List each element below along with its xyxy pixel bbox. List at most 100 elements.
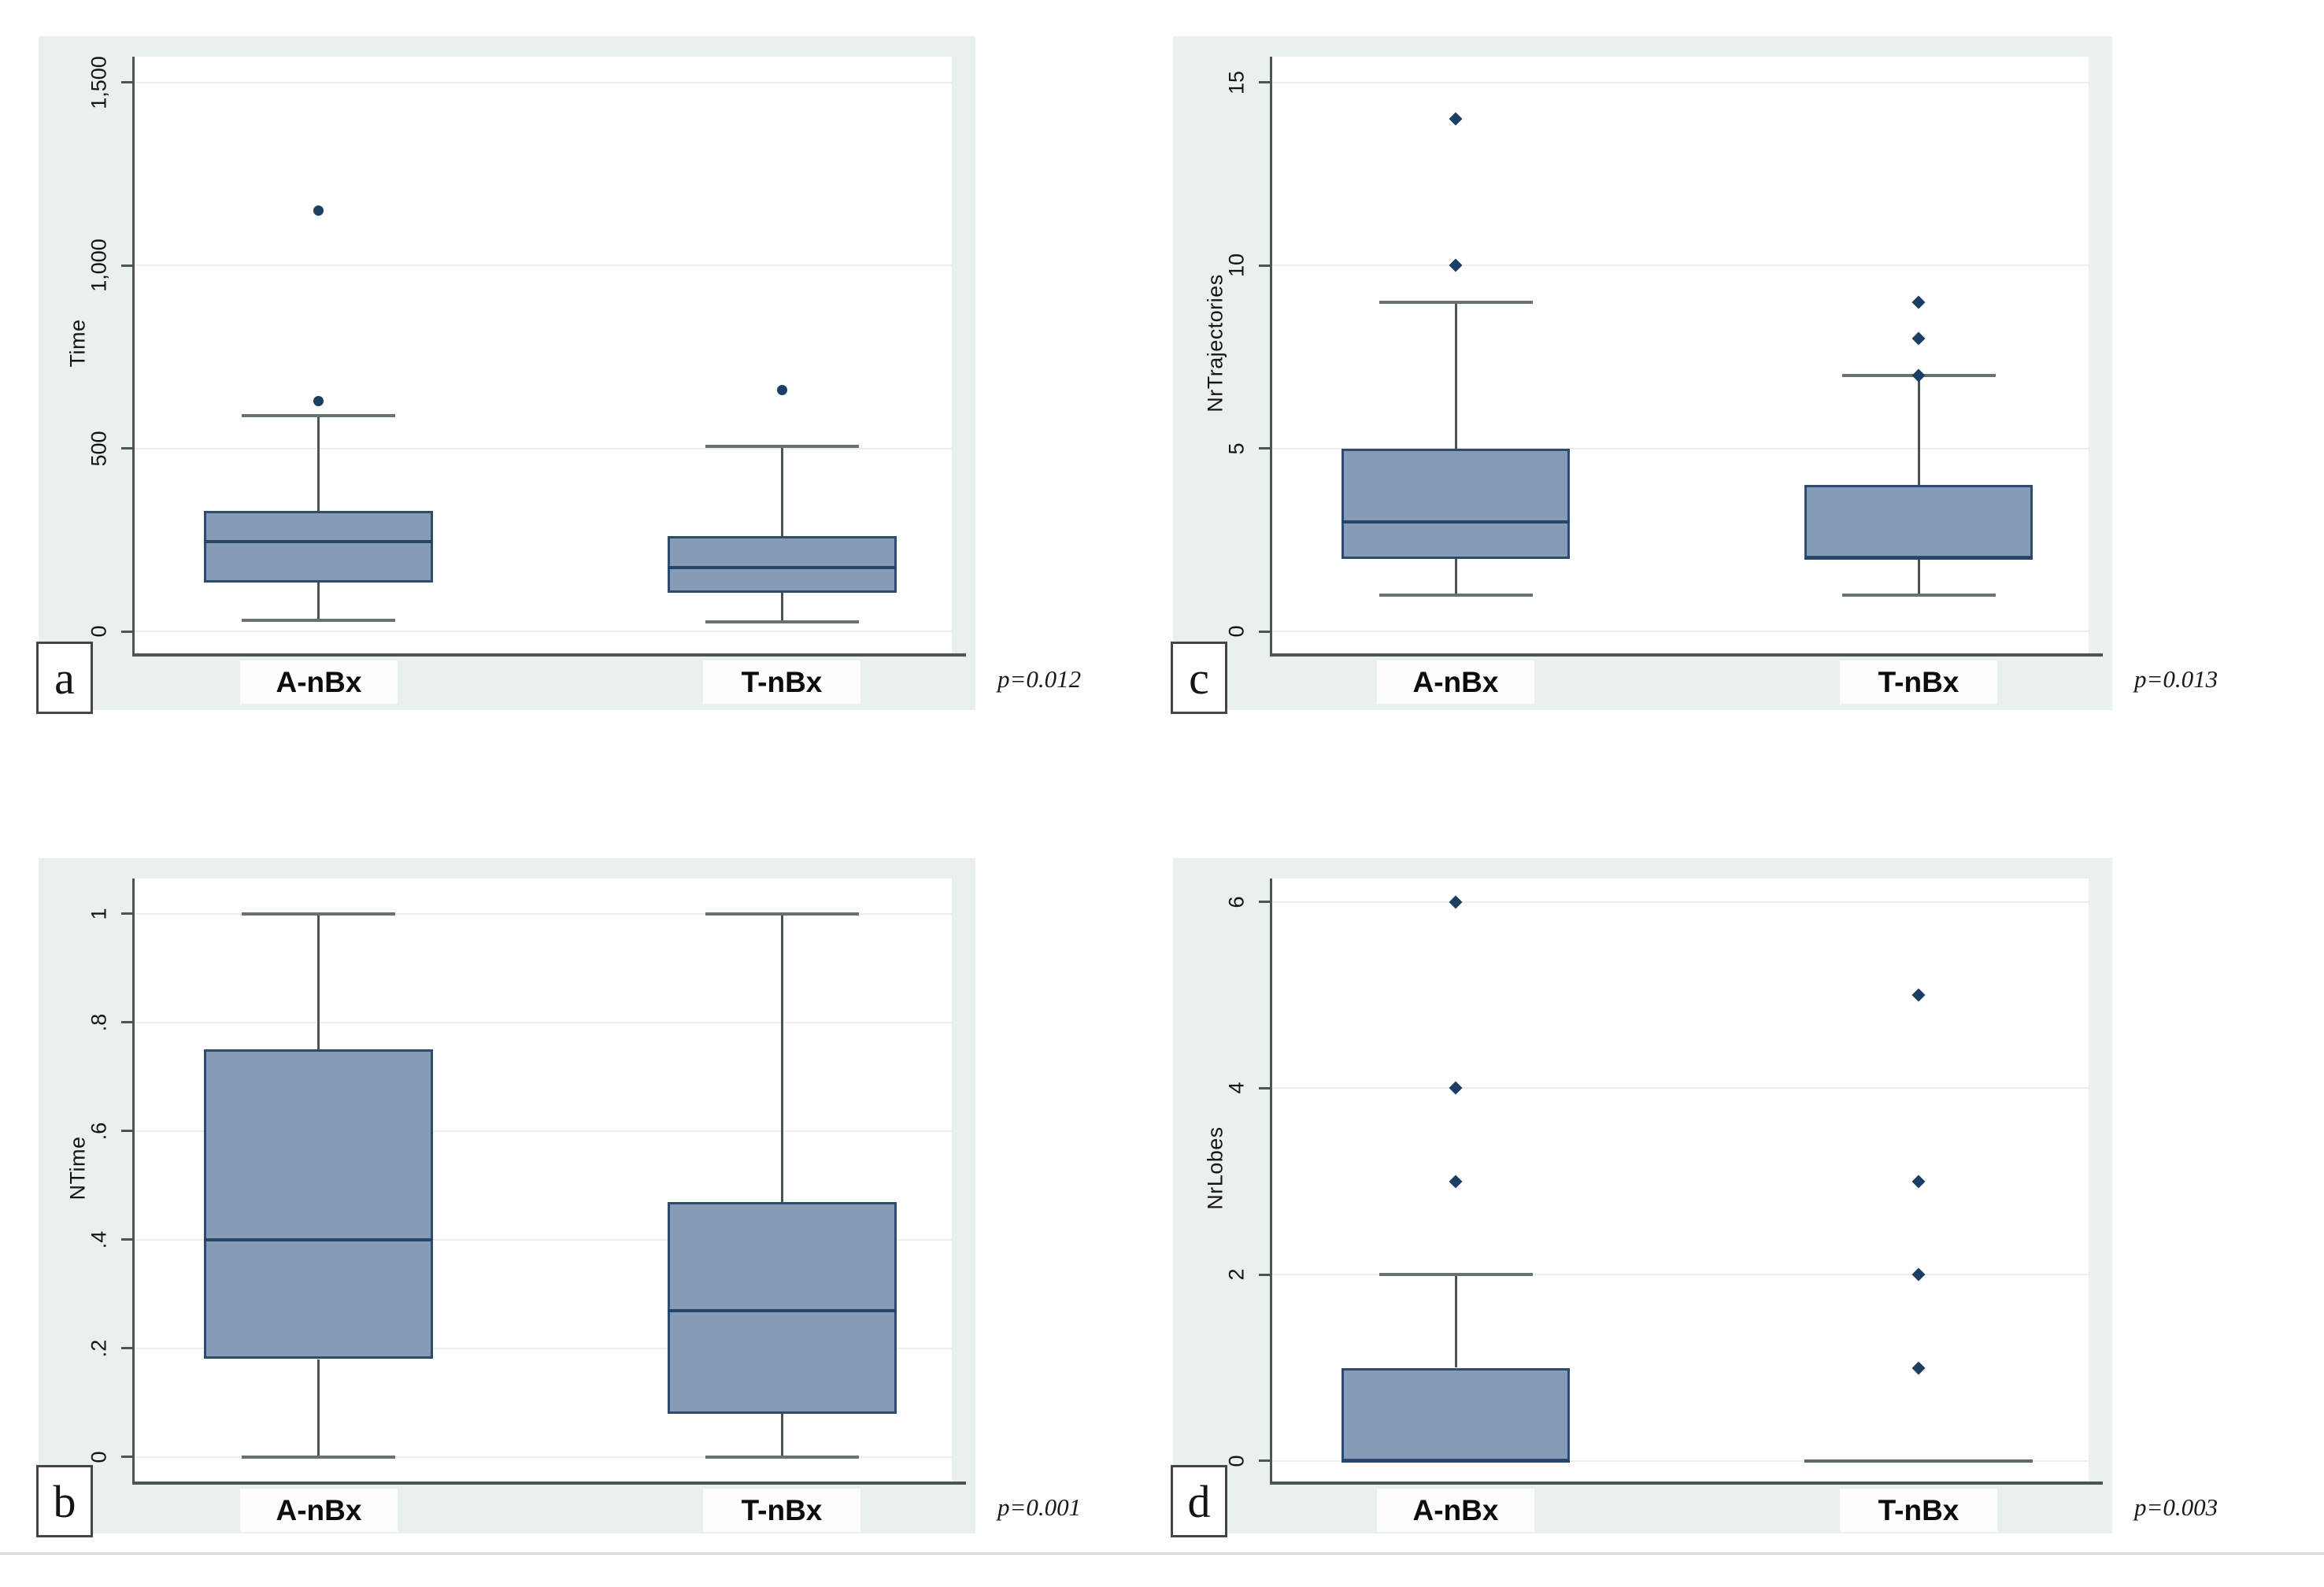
median-line [668,566,897,569]
whisker [781,593,783,622]
whisker [781,446,783,536]
median-line [204,540,433,543]
y-tick-label: 5 [1224,442,1249,455]
y-tick [1259,1274,1271,1276]
whisker [317,582,320,620]
gridline [1272,1460,2089,1462]
median-line [1341,1459,1570,1463]
gridline [1272,1087,2089,1089]
outlier-point [313,396,324,406]
x-axis-line [1270,653,2103,657]
whisker-cap [242,912,395,916]
y-tick-label: 4 [1224,1082,1249,1094]
y-tick-label: 1,000 [87,239,111,292]
category-label-t-nbx: T-nBx [1840,1489,1997,1532]
y-tick [1259,264,1271,267]
y-tick [1259,1087,1271,1089]
y-tick-label: 6 [1224,896,1249,908]
p-value-label: p=0.012 [997,665,1082,693]
median-line [668,1309,897,1312]
y-tick [121,1130,133,1132]
category-label-t-nbx: T-nBx [703,1489,860,1532]
y-tick [1259,81,1271,83]
outlier-point [777,385,787,395]
panel-tag-letter: a [54,652,75,704]
y-tick-label: 1 [87,908,111,920]
category-label-a-nbx: A-nBx [1377,1489,1534,1532]
y-tick [121,1456,133,1458]
x-axis-line [132,653,966,657]
category-label-a-nbx: A-nBx [1377,660,1534,704]
whisker [1455,1274,1457,1367]
whisker [1455,558,1457,595]
gridline [135,82,952,83]
gridline [135,448,952,449]
plot-background [1272,57,2089,653]
whisker-cap [242,1456,395,1459]
panel-tag: d [1171,1465,1227,1537]
panel-tag-letter: b [53,1475,76,1527]
gridline [135,1022,952,1023]
whisker [317,1359,320,1457]
median-line [1341,520,1570,523]
y-tick-label: 10 [1224,253,1249,278]
gridline [1272,901,2089,903]
y-tick [121,631,133,633]
gridline [135,1348,952,1349]
median-line [1804,557,2033,560]
y-tick [121,1347,133,1349]
y-axis-title: Time [65,319,90,368]
y-tick [1259,1459,1271,1462]
gridline [1272,1274,2089,1275]
whisker-cap [705,912,859,916]
gridline [135,1239,952,1241]
y-axis-title: NTime [65,1136,90,1200]
box [1341,449,1570,559]
y-tick [121,447,133,449]
p-value-label: p=0.013 [2134,665,2219,693]
y-axis-line [1270,57,1272,656]
y-tick [1259,631,1271,633]
panel-tag-letter: c [1189,652,1209,704]
y-tick-label: 0 [1224,625,1249,638]
whisker [781,914,783,1202]
y-tick-label: .8 [87,1013,111,1032]
whisker [317,914,320,1050]
box [668,1202,897,1414]
y-axis-title: NrTrajectories [1203,274,1227,412]
gridline [135,1130,952,1132]
y-tick-label: 0 [87,625,111,638]
x-axis-line [132,1482,966,1485]
whisker [317,416,320,511]
gridline [1272,448,2089,449]
whisker-cap [705,620,859,623]
category-label-a-nbx: A-nBx [240,1489,398,1532]
category-label-a-nbx: A-nBx [240,660,398,704]
y-axis-line [132,57,135,656]
y-axis-line [1270,879,1272,1484]
category-label-t-nbx: T-nBx [703,660,860,704]
y-tick [121,81,133,83]
whisker [1918,375,1920,486]
p-value-label: p=0.003 [2134,1493,2219,1521]
y-tick [121,1021,133,1023]
whisker-cap [242,414,395,417]
x-axis-line [1270,1482,2103,1485]
whisker-cap [1379,594,1533,597]
y-axis-title: NrLobes [1203,1126,1227,1210]
y-tick [1259,447,1271,449]
panel-tag: a [36,642,93,714]
gridline [135,913,952,915]
gridline [135,1456,952,1458]
gridline [135,264,952,266]
boxplot-panel-b: NTime A-nBx T-nBx b p=0.001 0 .2 .4 .6 .8 1 [36,858,1081,1537]
y-tick [1259,901,1271,903]
gridline [1272,631,2089,632]
page-divider-line [0,1552,2324,1555]
whisker-cap [705,445,859,448]
y-tick [121,1238,133,1241]
whisker-cap [1379,301,1533,304]
whisker-cap [1842,594,1996,597]
whisker [1918,558,1920,595]
